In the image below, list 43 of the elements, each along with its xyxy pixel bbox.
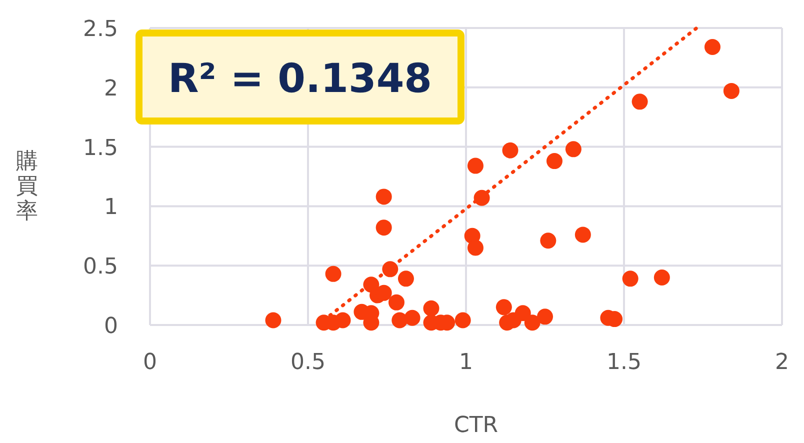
point — [376, 220, 392, 236]
point — [540, 232, 556, 249]
x-tick-label: 1 — [459, 350, 473, 375]
x-tick-label: 0.5 — [290, 350, 326, 375]
point — [524, 314, 540, 331]
point — [265, 312, 282, 328]
y-tick-label: 0.5 — [83, 254, 118, 280]
x-axis-title: CTR — [454, 413, 498, 438]
point — [398, 270, 414, 287]
point — [467, 240, 484, 256]
annotation: R² = 0.1348 — [168, 56, 432, 102]
point — [574, 226, 591, 243]
point — [474, 190, 490, 206]
point — [376, 188, 392, 205]
point — [723, 82, 740, 99]
y-axis-title: 購買率 — [16, 149, 38, 224]
point — [546, 153, 562, 170]
point — [325, 266, 342, 282]
point — [392, 312, 408, 328]
point — [423, 300, 440, 316]
x-tick-label: 1.5 — [606, 350, 642, 375]
point — [502, 142, 518, 158]
y-tick-label: 2 — [104, 76, 118, 102]
point — [404, 310, 420, 326]
point — [565, 141, 582, 158]
point — [334, 312, 351, 328]
point — [514, 305, 531, 322]
point — [454, 312, 471, 328]
point — [622, 270, 638, 287]
point — [632, 94, 648, 110]
x-tick-label: 0 — [143, 350, 157, 375]
point — [654, 269, 670, 286]
x-tick-label: 2 — [775, 350, 789, 375]
point — [382, 261, 398, 278]
y-tick-label: 0 — [104, 314, 118, 339]
point — [496, 299, 512, 316]
point — [467, 158, 484, 174]
point — [537, 308, 553, 325]
y-tick-label: 1.5 — [83, 136, 118, 161]
y-tick-label: 2.5 — [83, 17, 118, 42]
y-tick-label: 1 — [104, 195, 118, 220]
point — [704, 39, 720, 56]
point — [388, 294, 404, 310]
